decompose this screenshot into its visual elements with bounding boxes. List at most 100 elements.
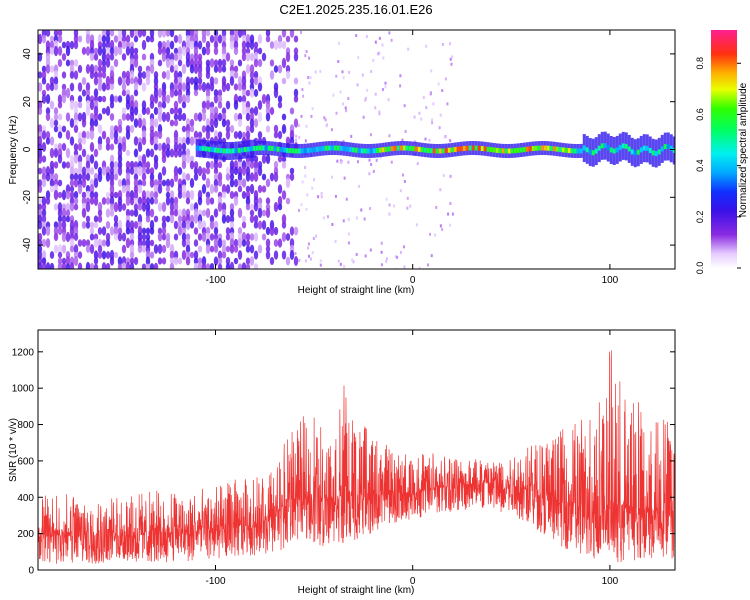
spectrogram-speckle xyxy=(385,197,388,201)
spectrogram-speckle xyxy=(416,162,419,166)
spectrogram-noise-cell xyxy=(273,160,279,170)
spectrogram-band-core xyxy=(324,145,328,151)
spectrogram-noise-cell xyxy=(125,227,131,235)
spectrogram-noise-cell xyxy=(113,166,119,176)
spectrogram-noise-cell xyxy=(233,238,239,248)
spectrogram-noise-cell xyxy=(177,82,183,92)
spectrogram-speckle xyxy=(388,212,391,216)
spectrogram-speckle xyxy=(399,189,402,193)
spectrogram-band-core xyxy=(660,146,664,152)
spectrogram-noise-cell xyxy=(197,257,203,265)
spectrogram-noise-cell xyxy=(53,143,59,151)
spectrogram-noise-cell xyxy=(121,113,127,121)
spectrogram-noise-cell xyxy=(221,59,227,67)
spectrogram-noise-cell xyxy=(81,130,87,140)
spectrogram-noise-cell xyxy=(185,58,191,68)
spectrogram-speckle xyxy=(414,140,417,144)
spectrogram-noise-cell xyxy=(65,263,71,269)
spectrogram-band-core xyxy=(444,148,448,154)
spectrogram-noise-cell xyxy=(221,53,227,61)
tick-label: 200 xyxy=(17,529,34,540)
spectrogram-speckle xyxy=(451,55,454,59)
spectrogram-speckle xyxy=(362,115,365,119)
spectrogram-noise-cell xyxy=(169,52,175,62)
spectrogram-band-core xyxy=(669,145,673,151)
colorbar: 0.0 0.2 0.4 0.6 0.8 Normalized spectral ampl… xyxy=(695,30,749,274)
spectrogram-noise-cell xyxy=(101,197,107,205)
spectrogram-noise-cell xyxy=(285,197,291,205)
spectrogram-speckle xyxy=(348,70,351,74)
spectrogram-noise-cell xyxy=(189,136,195,146)
spectrogram-band-core xyxy=(498,148,502,154)
spectrogram-noise-cell xyxy=(49,117,55,129)
spectrogram-noise-cell xyxy=(73,197,79,205)
spectrogram-noise-cell xyxy=(213,94,219,104)
spectrogram-speckle xyxy=(307,75,310,79)
spectrogram-noise-cell xyxy=(265,197,271,205)
spectrogram-band-core xyxy=(222,148,226,154)
spectrogram-speckle xyxy=(366,88,369,92)
spectrogram-noise-cell xyxy=(273,124,279,134)
spectrogram-noise-cell xyxy=(277,101,283,109)
spectrogram-speckle xyxy=(435,205,438,209)
spectrogram-speckle xyxy=(309,76,312,80)
spectrogram-noise-cell xyxy=(113,201,119,213)
spectrogram-noise-cell xyxy=(277,130,283,140)
spectrogram-band-core xyxy=(315,146,319,152)
spectrogram-noise-cell xyxy=(237,238,243,248)
spectrogram-band-core xyxy=(618,145,622,151)
spectrogram-noise-cell xyxy=(185,219,191,231)
spectrogram-noise-cell xyxy=(129,46,135,56)
spectrogram-noise-cell xyxy=(189,125,195,133)
spectrogram-noise-cell xyxy=(217,257,223,265)
spectrogram-noise-cell xyxy=(181,250,187,260)
spectrogram-speckle xyxy=(375,158,378,162)
spectrogram-noise-cell xyxy=(69,179,75,187)
spectrogram-band-core xyxy=(207,146,211,152)
spectrogram-noise-cell xyxy=(213,65,219,73)
spectrogram-noise-cell xyxy=(53,232,59,242)
spectrogram-noise-cell xyxy=(129,77,135,85)
spectrogram-noise-cell xyxy=(213,89,219,97)
spectrogram-noise-cell xyxy=(269,256,275,266)
spectrogram-noise-cell xyxy=(269,70,275,80)
spectrogram-noise-cell xyxy=(185,154,191,164)
spectrogram-speckle xyxy=(347,97,350,101)
spectrogram-noise-cell xyxy=(57,261,63,269)
spectrogram-noise-cell xyxy=(105,136,111,146)
spectrogram-noise-cell xyxy=(133,136,139,146)
spectrogram-noise-cell xyxy=(41,238,47,248)
spectrogram-speckle xyxy=(304,259,307,263)
spectrogram-noise-cell xyxy=(145,148,151,158)
spectrogram-noise-cell xyxy=(117,76,123,86)
spectrogram-noise-cell xyxy=(45,52,51,62)
spectrogram-noise-cell xyxy=(249,256,255,266)
spectrogram-band-core xyxy=(588,149,592,155)
spectrogram-band-core xyxy=(432,148,436,154)
spectrogram-noise-cell xyxy=(141,239,147,247)
spectrogram-noise-cell xyxy=(177,148,183,158)
spectrogram-noise-cell xyxy=(57,251,63,259)
spectrogram-noise-cell xyxy=(157,227,163,235)
spectrogram-noise-cell xyxy=(65,209,71,217)
spectrogram-noise-cell xyxy=(149,263,155,269)
spectrogram-noise-cell xyxy=(89,52,95,62)
spectrogram-noise-cell xyxy=(117,154,123,164)
spectrogram-noise-cell xyxy=(269,107,275,115)
spectrogram-noise-cell xyxy=(73,124,79,134)
spectrogram-noise-cell xyxy=(173,220,179,230)
spectrogram-speckle xyxy=(300,203,303,207)
spectrogram-noise-cell xyxy=(145,76,151,86)
spectrogram-band-core xyxy=(282,147,286,153)
spectrogram-noise-cell xyxy=(233,245,239,253)
spectrogram-noise-cell xyxy=(217,237,223,249)
spectrogram-noise-cell xyxy=(53,173,59,181)
spectrogram-noise-cell xyxy=(213,46,219,56)
spectrogram-noise-cell xyxy=(89,40,95,50)
spectrogram-speckle xyxy=(413,115,416,119)
spectrogram-noise-cell xyxy=(38,135,43,147)
spectrogram-noise-cell xyxy=(105,40,111,50)
spectrogram-noise-cell xyxy=(201,220,207,230)
spectrogram-band-core xyxy=(504,148,508,154)
